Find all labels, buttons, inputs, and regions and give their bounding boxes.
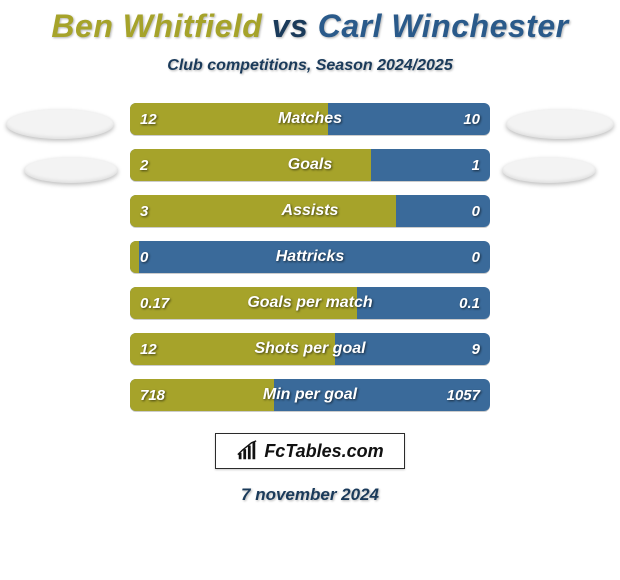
bar-track <box>130 241 490 273</box>
logo-box: FcTables.com <box>215 433 404 469</box>
decor-ellipse <box>502 157 596 183</box>
bar-fill <box>130 287 357 319</box>
decor-ellipse <box>24 157 118 183</box>
vs-text: vs <box>272 8 309 44</box>
comparison-page: Ben Whitfield vs Carl Winchester Club co… <box>0 0 620 580</box>
bar-fill <box>130 333 335 365</box>
page-title: Ben Whitfield vs Carl Winchester <box>51 8 568 45</box>
logo-chart-icon <box>236 440 258 462</box>
logo-text: FcTables.com <box>264 441 383 462</box>
bar-row: 21Goals <box>130 149 490 181</box>
decor-ellipse <box>6 109 114 139</box>
player1-name: Ben Whitfield <box>51 8 262 44</box>
bars-container: 1210Matches 21Goals 30Assists 00Hattricks 0.… <box>130 103 490 411</box>
bar-fill <box>130 195 396 227</box>
bar-row: 7181057Min per goal <box>130 379 490 411</box>
decor-ellipse <box>506 109 614 139</box>
chart-area: 1210Matches 21Goals 30Assists 00Hattricks 0.… <box>0 103 620 411</box>
date-text: 7 november 2024 <box>241 485 379 505</box>
bar-row: 0.170.1Goals per match <box>130 287 490 319</box>
bar-row: 30Assists <box>130 195 490 227</box>
player2-name: Carl Winchester <box>318 8 569 44</box>
bar-fill <box>130 103 328 135</box>
bar-row: 00Hattricks <box>130 241 490 273</box>
bar-fill <box>130 149 371 181</box>
bar-fill <box>130 241 139 273</box>
subtitle: Club competitions, Season 2024/2025 <box>167 57 452 75</box>
bar-row: 129Shots per goal <box>130 333 490 365</box>
bar-row: 1210Matches <box>130 103 490 135</box>
bar-fill <box>130 379 274 411</box>
